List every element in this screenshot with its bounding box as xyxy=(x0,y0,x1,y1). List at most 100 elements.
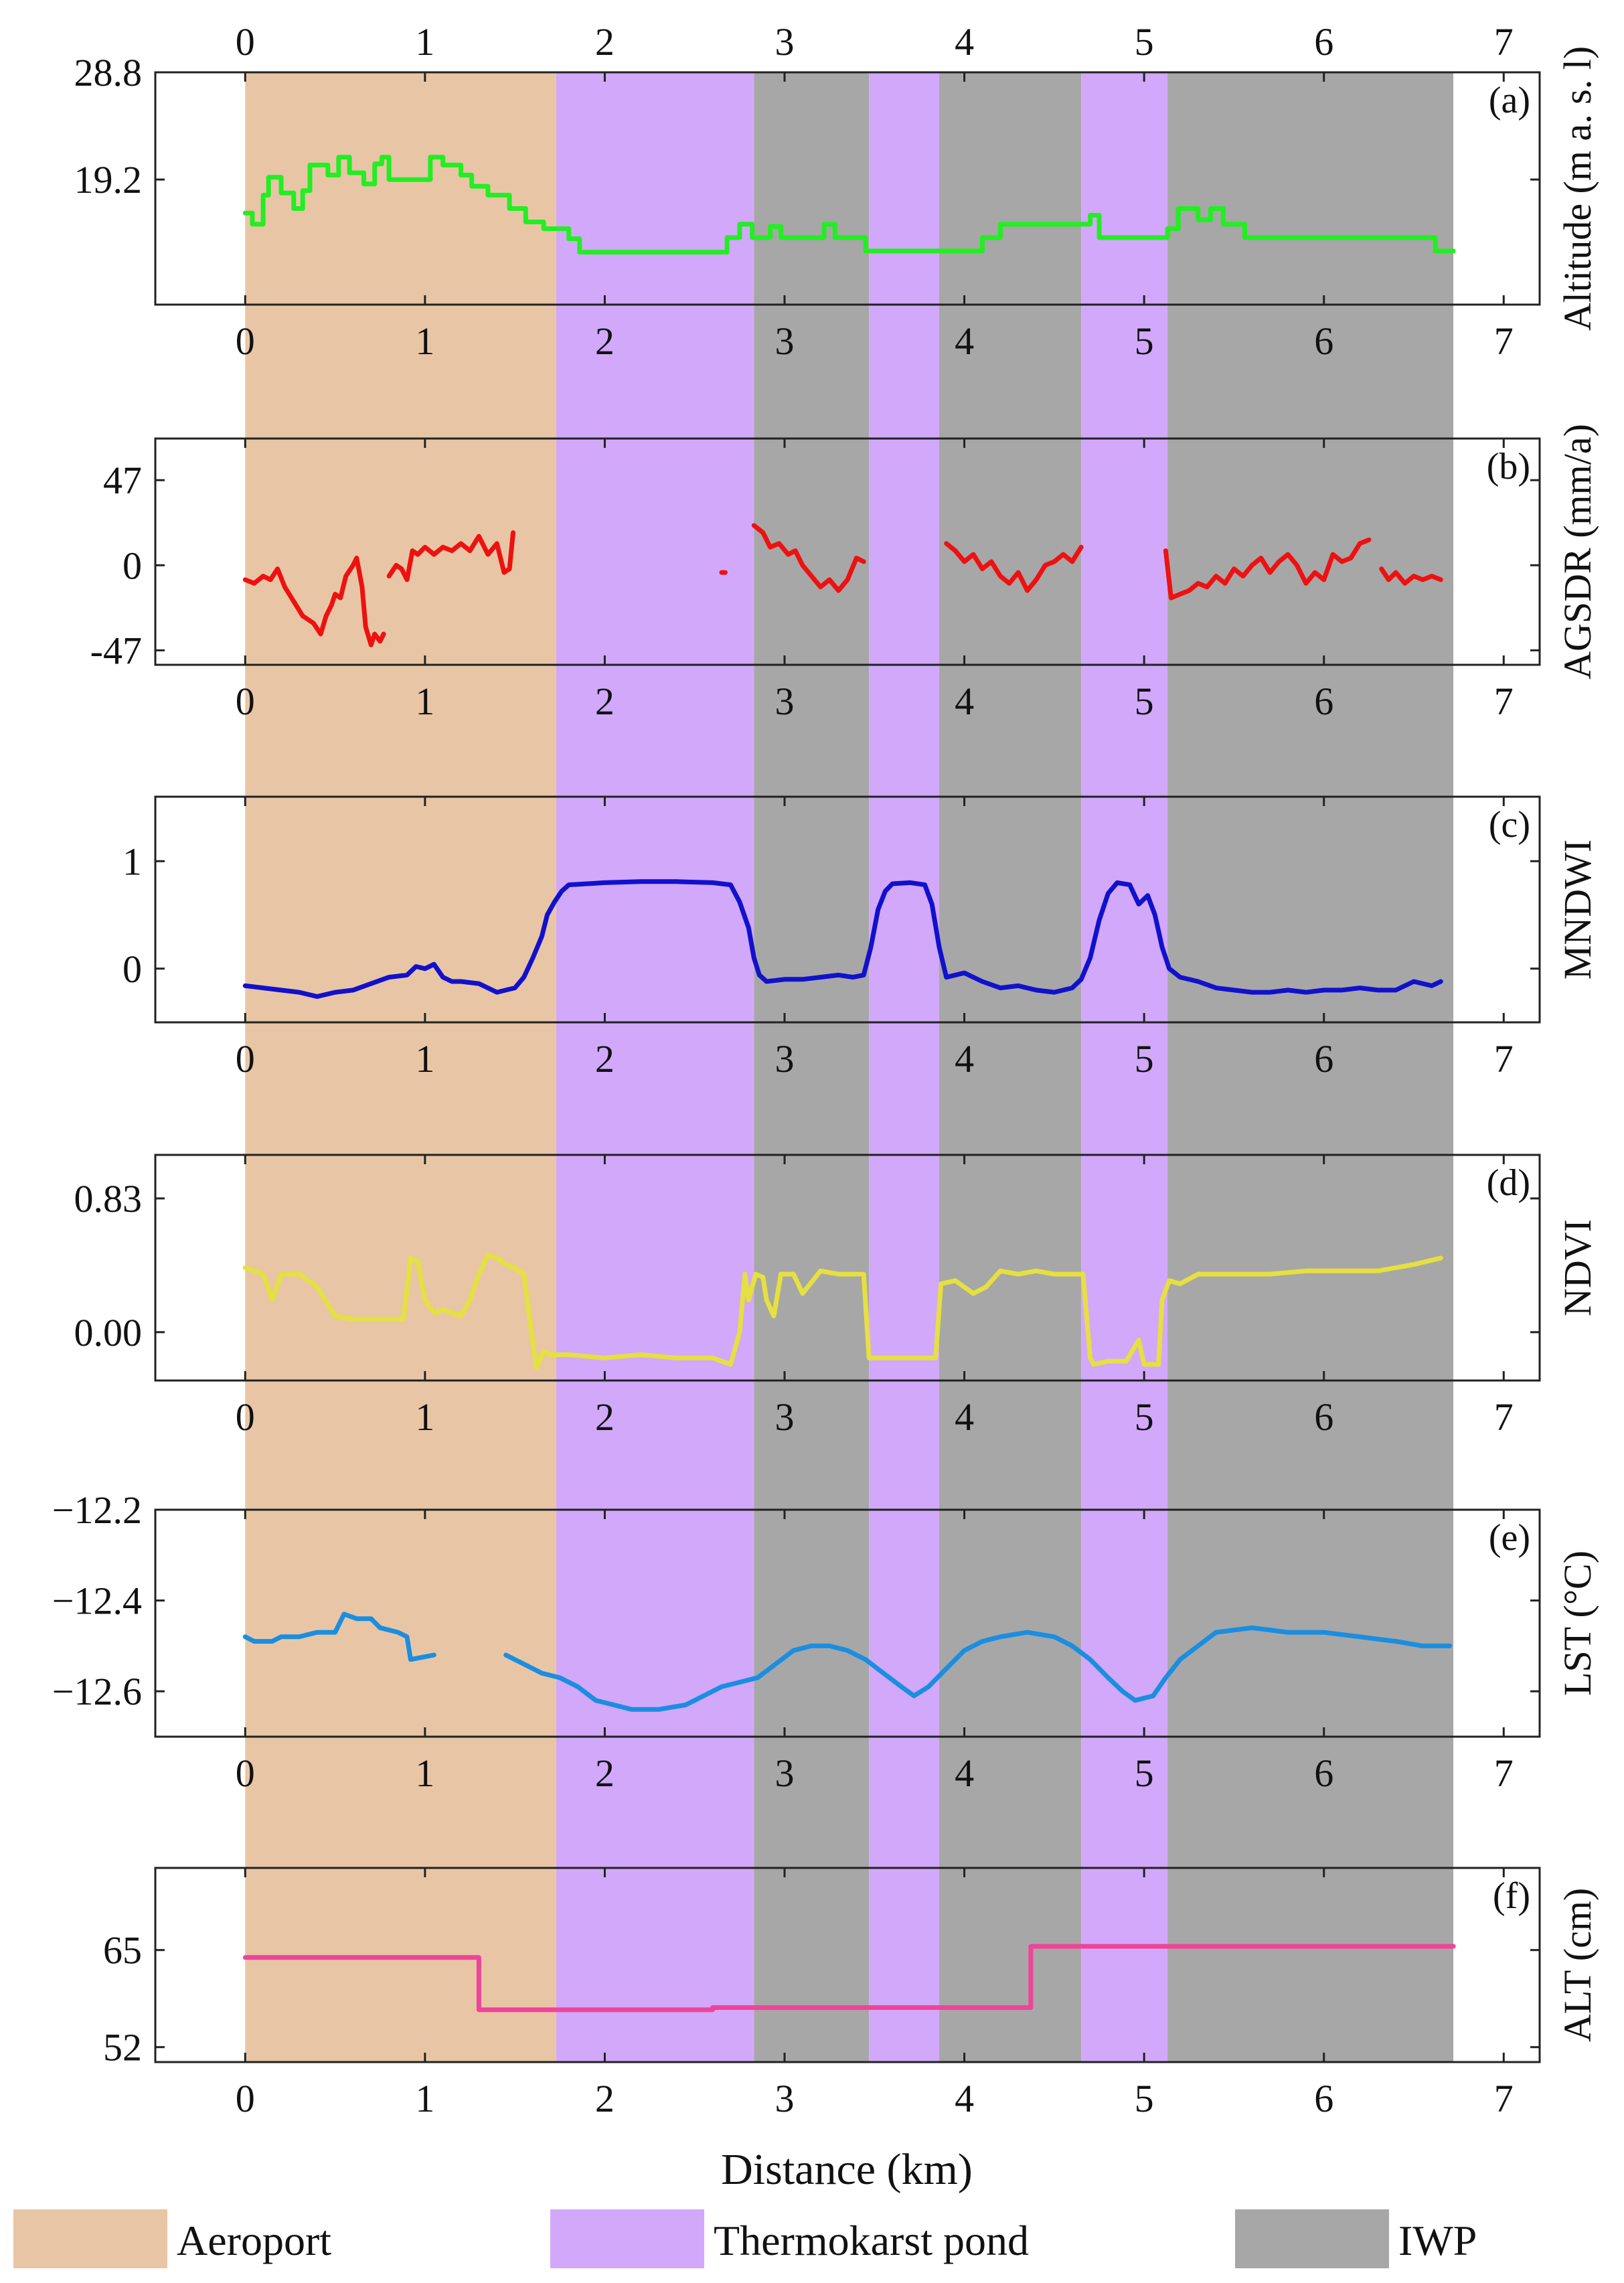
x-tick-label: 4 xyxy=(955,319,974,363)
region-bands xyxy=(245,72,1454,2062)
series-line-b-0 xyxy=(242,556,386,647)
region-band-0 xyxy=(245,72,556,2062)
x-tick-label: 1 xyxy=(415,1037,434,1081)
x-tick-label: 2 xyxy=(595,1751,615,1795)
x-tick-label: 1 xyxy=(415,319,434,363)
data-series xyxy=(242,155,1456,2013)
x-tick-label: 1 xyxy=(415,1395,434,1439)
legend-swatch-1 xyxy=(550,2209,704,2268)
y-axis-title-b: AGSDR (mm/a) xyxy=(1556,424,1599,680)
region-band-2 xyxy=(754,72,870,2062)
x-tick-label: 7 xyxy=(1494,1037,1514,1081)
x-tick-label: 6 xyxy=(1314,1395,1333,1439)
x-tick-label: 2 xyxy=(595,1037,615,1081)
top-x-tick-label: 3 xyxy=(775,20,795,64)
top-x-tick-label: 1 xyxy=(415,20,434,64)
x-tick-label: 0 xyxy=(236,1751,255,1795)
x-tick-label: 5 xyxy=(1135,1395,1154,1439)
region-band-4 xyxy=(939,72,1082,2062)
panel-tag-c: (c) xyxy=(1489,804,1530,846)
y-axis-title-f: ALT (cm) xyxy=(1556,1888,1599,2042)
x-tick-label: 4 xyxy=(955,680,974,723)
panel-frame-f xyxy=(154,1867,1541,2063)
y-axis-title-d: NDVI xyxy=(1556,1219,1599,1316)
y-tick-label: 0.83 xyxy=(74,1177,143,1221)
panel-tag-a: (a) xyxy=(1489,80,1530,121)
x-tick-label: 3 xyxy=(775,319,795,363)
x-tick-label: 4 xyxy=(955,2077,974,2120)
x-tick-label: 3 xyxy=(775,1395,795,1439)
y-tick-label: 19.2 xyxy=(74,158,143,202)
panel-frame-e xyxy=(154,1508,1541,1738)
series-line-b-4 xyxy=(944,541,1084,593)
x-tick-label: 4 xyxy=(955,1751,974,1795)
series-line-f-0 xyxy=(242,1944,1456,2013)
x-tick-label: 3 xyxy=(775,680,795,723)
y-tick-label: 0 xyxy=(123,544,142,587)
legend-swatch-0 xyxy=(13,2209,167,2268)
y-tick-label: 47 xyxy=(103,459,142,502)
legend-label-1: Thermokarst pond xyxy=(714,2217,1029,2264)
y-tick-label: 52 xyxy=(103,2026,142,2069)
x-tick-label: 4 xyxy=(955,1037,974,1081)
x-tick-label: 6 xyxy=(1314,680,1333,723)
panel-frames xyxy=(154,71,1541,2063)
y-axis-title-e: LST (°C) xyxy=(1556,1551,1599,1696)
series-line-e-0 xyxy=(242,1611,436,1662)
x-tick-label: 6 xyxy=(1314,1037,1333,1081)
x-tick-label: 0 xyxy=(236,1395,255,1439)
x-tick-label: 1 xyxy=(415,1751,434,1795)
series-line-a-0 xyxy=(242,155,1456,255)
top-x-tick-label: 7 xyxy=(1494,20,1514,64)
y-tick-label: −12.2 xyxy=(52,1488,142,1532)
legend: Aeroport Thermokarst pond IWP xyxy=(13,2209,1477,2268)
panel-tag-e: (e) xyxy=(1489,1517,1530,1559)
x-tick-label: 2 xyxy=(595,1395,615,1439)
series-line-b-1 xyxy=(386,530,515,582)
x-tick-label: 5 xyxy=(1135,680,1154,723)
top-x-tick-label: 2 xyxy=(595,20,615,64)
region-band-3 xyxy=(869,72,939,2062)
x-tick-label: 5 xyxy=(1135,2077,1154,2120)
top-x-tick-label: 6 xyxy=(1314,20,1333,64)
series-line-c-0 xyxy=(242,879,1443,999)
x-tick-label: 2 xyxy=(595,2077,615,2120)
x-tick-label: 4 xyxy=(955,1395,974,1439)
top-x-tick-label: 5 xyxy=(1135,20,1154,64)
x-tick-label: 0 xyxy=(236,319,255,363)
region-band-6 xyxy=(1167,72,1454,2062)
x-tick-label: 7 xyxy=(1494,680,1514,723)
x-tick-label: 2 xyxy=(595,680,615,723)
x-tick-label: 7 xyxy=(1494,319,1514,363)
x-tick-label: 5 xyxy=(1135,1037,1154,1081)
x-tick-label: 7 xyxy=(1494,2077,1514,2120)
x-tick-label: 0 xyxy=(236,1037,255,1081)
y-tick-label: −12.6 xyxy=(52,1670,142,1713)
y-tick-label: -47 xyxy=(90,629,142,672)
y-tick-label: 0 xyxy=(123,947,142,991)
x-tick-label: 0 xyxy=(236,2077,255,2120)
x-tick-label: 3 xyxy=(775,1751,795,1795)
panel-frame-b xyxy=(154,437,1541,666)
legend-label-2: IWP xyxy=(1398,2217,1477,2264)
x-axis-title: Distance (km) xyxy=(721,2145,973,2194)
y-tick-label: 1 xyxy=(123,840,142,883)
panel-tag-f: (f) xyxy=(1493,1875,1530,1917)
y-tick-label: 0.00 xyxy=(74,1311,143,1354)
panel-frame-d xyxy=(154,1154,1541,1382)
legend-label-0: Aeroport xyxy=(177,2217,331,2264)
x-tick-label: 5 xyxy=(1135,1751,1154,1795)
y-tick-label: −12.4 xyxy=(52,1579,142,1623)
series-line-b-5 xyxy=(1163,537,1372,601)
x-tick-label: 7 xyxy=(1494,1395,1514,1439)
x-tick-label: 6 xyxy=(1314,319,1333,363)
top-x-tick-label: 0 xyxy=(236,20,255,64)
series-line-d-0 xyxy=(242,1252,1443,1370)
y-tick-label: 28.8 xyxy=(74,51,143,94)
x-tick-label: 7 xyxy=(1494,1751,1514,1795)
y-axis-title-a: Altitude (m a. s. l) xyxy=(1556,46,1599,331)
x-tick-label: 3 xyxy=(775,1037,795,1081)
series-line-e-1 xyxy=(503,1625,1453,1712)
axis-text: 0 1 2 3 4 5 6 7 0 1 2 3 4 5 6 7 28.8 19.2 (a) Altitude (m a… xyxy=(52,20,1599,2120)
